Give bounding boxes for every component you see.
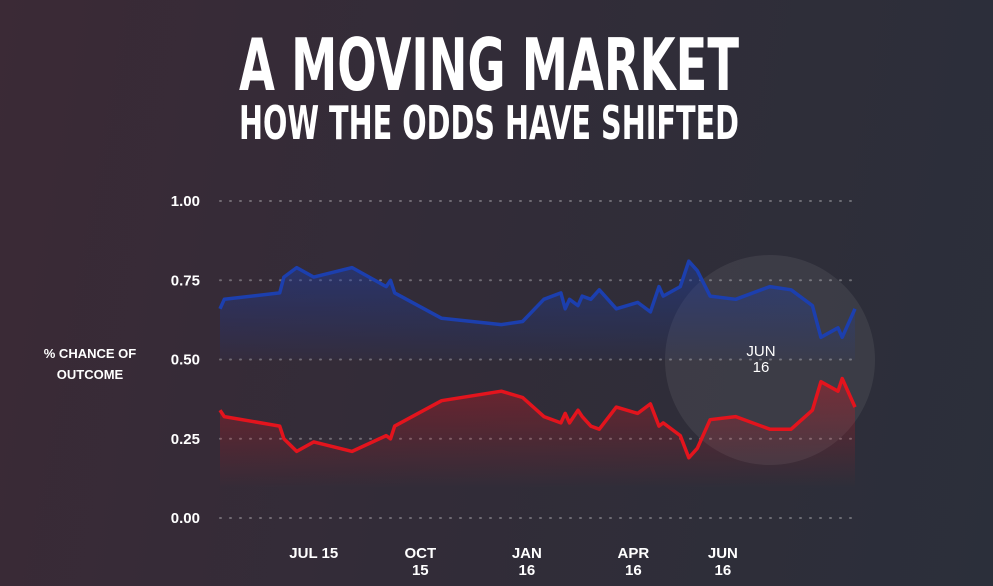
chart-title: A MOVING MARKET (239, 23, 739, 107)
x-tick-label: JUL 15 (289, 545, 339, 562)
y-axis-label: % CHANCE OF OUTCOME (43, 346, 137, 382)
x-tick-label: JUN 16 (707, 545, 738, 579)
line (218, 259, 857, 340)
x-tick-label: APR 16 (617, 545, 650, 579)
y-tick-label: 0.75 (171, 272, 200, 289)
x-tick-label: OCT 15 (404, 545, 437, 579)
y-tick-label: 0.00 (171, 510, 200, 527)
chart-subtitle: HOW THE ODDS HAVE SHIFTED (239, 96, 739, 150)
y-tick-label: 0.50 (171, 352, 200, 369)
area (220, 261, 855, 360)
y-tick-label: 1.00 (171, 193, 200, 210)
area (220, 378, 855, 488)
annotation: JUN 16 (746, 343, 776, 376)
line (218, 376, 857, 460)
y-tick-label: 0.25 (171, 431, 200, 448)
x-tick-label: JAN 16 (511, 545, 542, 579)
